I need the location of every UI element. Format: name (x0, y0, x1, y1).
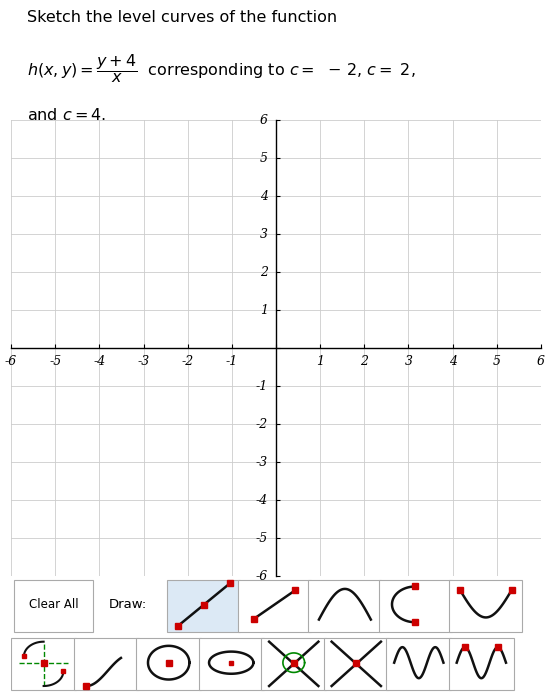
FancyBboxPatch shape (449, 580, 522, 632)
Text: -6: -6 (5, 355, 17, 368)
Text: -4: -4 (93, 355, 105, 368)
Text: 3: 3 (405, 355, 412, 368)
Text: Draw:: Draw: (109, 598, 147, 611)
Text: Clear All: Clear All (29, 598, 78, 611)
Text: and $c = 4.$: and $c = 4.$ (27, 106, 106, 122)
Text: Sketch the level curves of the function: Sketch the level curves of the function (27, 10, 337, 25)
FancyBboxPatch shape (309, 580, 381, 632)
Text: 5: 5 (493, 355, 501, 368)
Text: -3: -3 (256, 456, 268, 469)
FancyBboxPatch shape (238, 580, 311, 632)
Text: 2: 2 (260, 266, 268, 279)
Text: 6: 6 (537, 355, 545, 368)
FancyBboxPatch shape (167, 580, 241, 632)
Text: -5: -5 (256, 532, 268, 545)
Text: 1: 1 (260, 304, 268, 317)
FancyBboxPatch shape (199, 638, 264, 690)
Text: -4: -4 (256, 494, 268, 507)
Text: 3: 3 (260, 228, 268, 241)
Text: 1: 1 (316, 355, 324, 368)
Text: 6: 6 (260, 113, 268, 127)
Text: 4: 4 (260, 190, 268, 203)
Text: -1: -1 (256, 380, 268, 393)
FancyBboxPatch shape (386, 638, 452, 690)
Text: -1: -1 (226, 355, 238, 368)
FancyBboxPatch shape (379, 580, 452, 632)
FancyBboxPatch shape (11, 638, 76, 690)
FancyBboxPatch shape (73, 638, 139, 690)
FancyBboxPatch shape (261, 638, 326, 690)
FancyBboxPatch shape (136, 638, 201, 690)
Text: -3: -3 (137, 355, 150, 368)
Text: 4: 4 (449, 355, 457, 368)
FancyBboxPatch shape (323, 638, 389, 690)
Text: 2: 2 (360, 355, 368, 368)
Text: $h(x, y) = \dfrac{y + 4}{x}$  corresponding to $c=$  $-$ 2, $c=$ 2,: $h(x, y) = \dfrac{y + 4}{x}$ correspondi… (27, 52, 416, 85)
Text: -2: -2 (256, 418, 268, 430)
Text: -2: -2 (182, 355, 194, 368)
Text: -6: -6 (256, 570, 268, 583)
Text: 5: 5 (260, 152, 268, 164)
FancyBboxPatch shape (449, 638, 514, 690)
Text: -5: -5 (49, 355, 61, 368)
FancyBboxPatch shape (14, 580, 93, 632)
